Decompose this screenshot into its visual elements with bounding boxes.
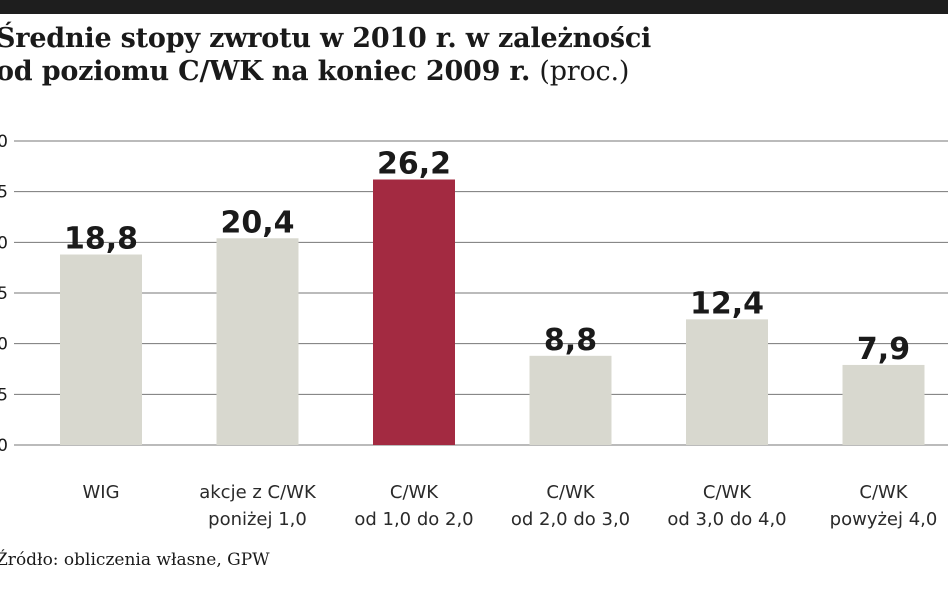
title-line-1: Średnie stopy zwrotu w 2010 r. w zależno… xyxy=(0,23,652,54)
category-label: C/WK xyxy=(703,482,752,503)
category-label: C/WK xyxy=(859,482,908,503)
bar xyxy=(529,355,612,445)
y-tick-label: 15 xyxy=(0,284,8,304)
category-label: poniżej 1,0 xyxy=(208,509,307,530)
data-label: 20,4 xyxy=(220,205,294,240)
y-tick-label: 20 xyxy=(0,233,8,253)
chart-title: Średnie stopy zwrotu w 2010 r. w zależno… xyxy=(0,22,946,88)
data-label: 12,4 xyxy=(690,286,764,321)
data-label: 26,2 xyxy=(377,147,451,182)
category-label: od 1,0 do 2,0 xyxy=(354,509,473,530)
y-tick-label: 0 xyxy=(0,436,8,456)
title-line-2: od poziomu C/WK na koniec 2009 r. xyxy=(0,56,531,87)
data-label: 7,9 xyxy=(857,332,910,367)
y-tick-label: 10 xyxy=(0,335,8,355)
data-label: 8,8 xyxy=(544,323,597,358)
category-label: od 2,0 do 3,0 xyxy=(511,509,630,530)
bar xyxy=(216,238,299,445)
title-unit: (proc.) xyxy=(539,56,630,87)
bar xyxy=(686,319,768,445)
top-band xyxy=(0,0,948,14)
bar xyxy=(842,364,925,445)
category-label: C/WK xyxy=(546,482,595,503)
category-label: WIG xyxy=(82,482,119,503)
source-note: Źródło: obliczenia własne, GPW xyxy=(0,550,270,570)
data-label: 18,8 xyxy=(64,221,138,256)
y-tick-label: 25 xyxy=(0,183,8,203)
category-label: akcje z C/WK xyxy=(199,482,317,503)
category-label: C/WK xyxy=(390,482,439,503)
y-tick-label: 30 xyxy=(0,132,8,152)
category-label: powyżej 4,0 xyxy=(830,509,938,530)
category-label: od 3,0 do 4,0 xyxy=(667,509,786,530)
bar xyxy=(60,254,142,445)
bar xyxy=(373,179,455,446)
y-tick-label: 5 xyxy=(0,385,8,405)
